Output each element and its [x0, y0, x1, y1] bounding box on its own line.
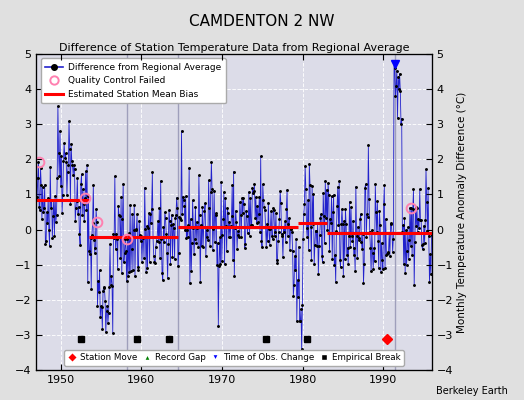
Text: Berkeley Earth: Berkeley Earth: [436, 386, 508, 396]
Text: CAMDENTON 2 NW: CAMDENTON 2 NW: [189, 14, 335, 29]
Y-axis label: Monthly Temperature Anomaly Difference (°C): Monthly Temperature Anomaly Difference (…: [457, 91, 467, 332]
Title: Difference of Station Temperature Data from Regional Average: Difference of Station Temperature Data f…: [59, 43, 409, 53]
Legend: Station Move, Record Gap, Time of Obs. Change, Empirical Break: Station Move, Record Gap, Time of Obs. C…: [64, 350, 404, 366]
